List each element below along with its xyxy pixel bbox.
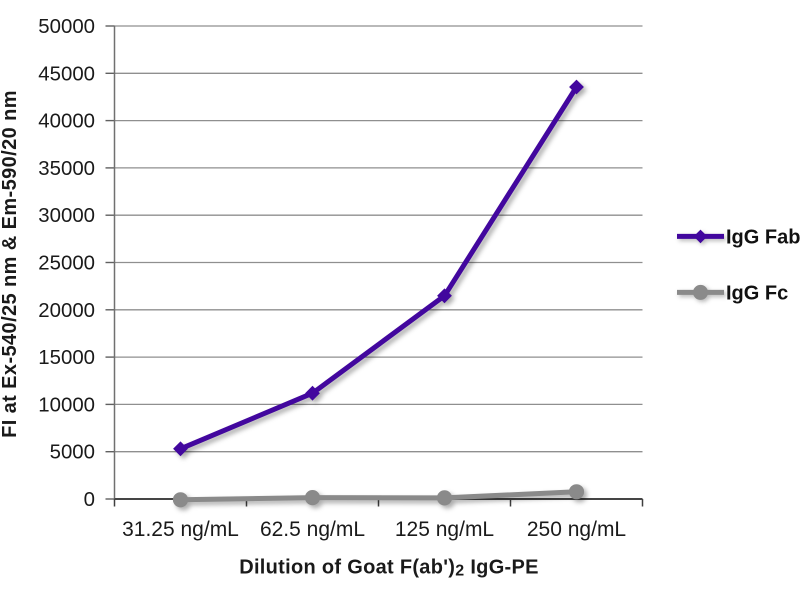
svg-text:40000: 40000 — [38, 111, 95, 133]
svg-text:FI at Ex-540/25 nm & Em-590/20: FI at Ex-540/25 nm & Em-590/20 nm — [0, 90, 21, 438]
svg-text:45000: 45000 — [38, 63, 95, 85]
svg-text:5000: 5000 — [50, 442, 95, 464]
svg-text:125 ng/mL: 125 ng/mL — [395, 518, 494, 541]
svg-text:IgG Fab: IgG Fab — [726, 226, 800, 248]
svg-text:20000: 20000 — [38, 300, 95, 322]
svg-text:Dilution of Goat F(ab')2 IgG-P: Dilution of Goat F(ab')2 IgG-PE — [239, 557, 539, 580]
svg-text:31.25 ng/mL: 31.25 ng/mL — [122, 518, 239, 541]
svg-text:15000: 15000 — [38, 347, 95, 369]
svg-text:25000: 25000 — [38, 253, 95, 275]
svg-text:IgG Fc: IgG Fc — [726, 282, 788, 304]
svg-text:62.5 ng/mL: 62.5 ng/mL — [260, 518, 365, 541]
svg-text:50000: 50000 — [38, 16, 95, 38]
svg-text:30000: 30000 — [38, 205, 95, 227]
svg-text:10000: 10000 — [38, 394, 95, 416]
svg-text:250 ng/mL: 250 ng/mL — [527, 518, 626, 541]
svg-text:0: 0 — [84, 489, 95, 511]
svg-text:35000: 35000 — [38, 158, 95, 180]
